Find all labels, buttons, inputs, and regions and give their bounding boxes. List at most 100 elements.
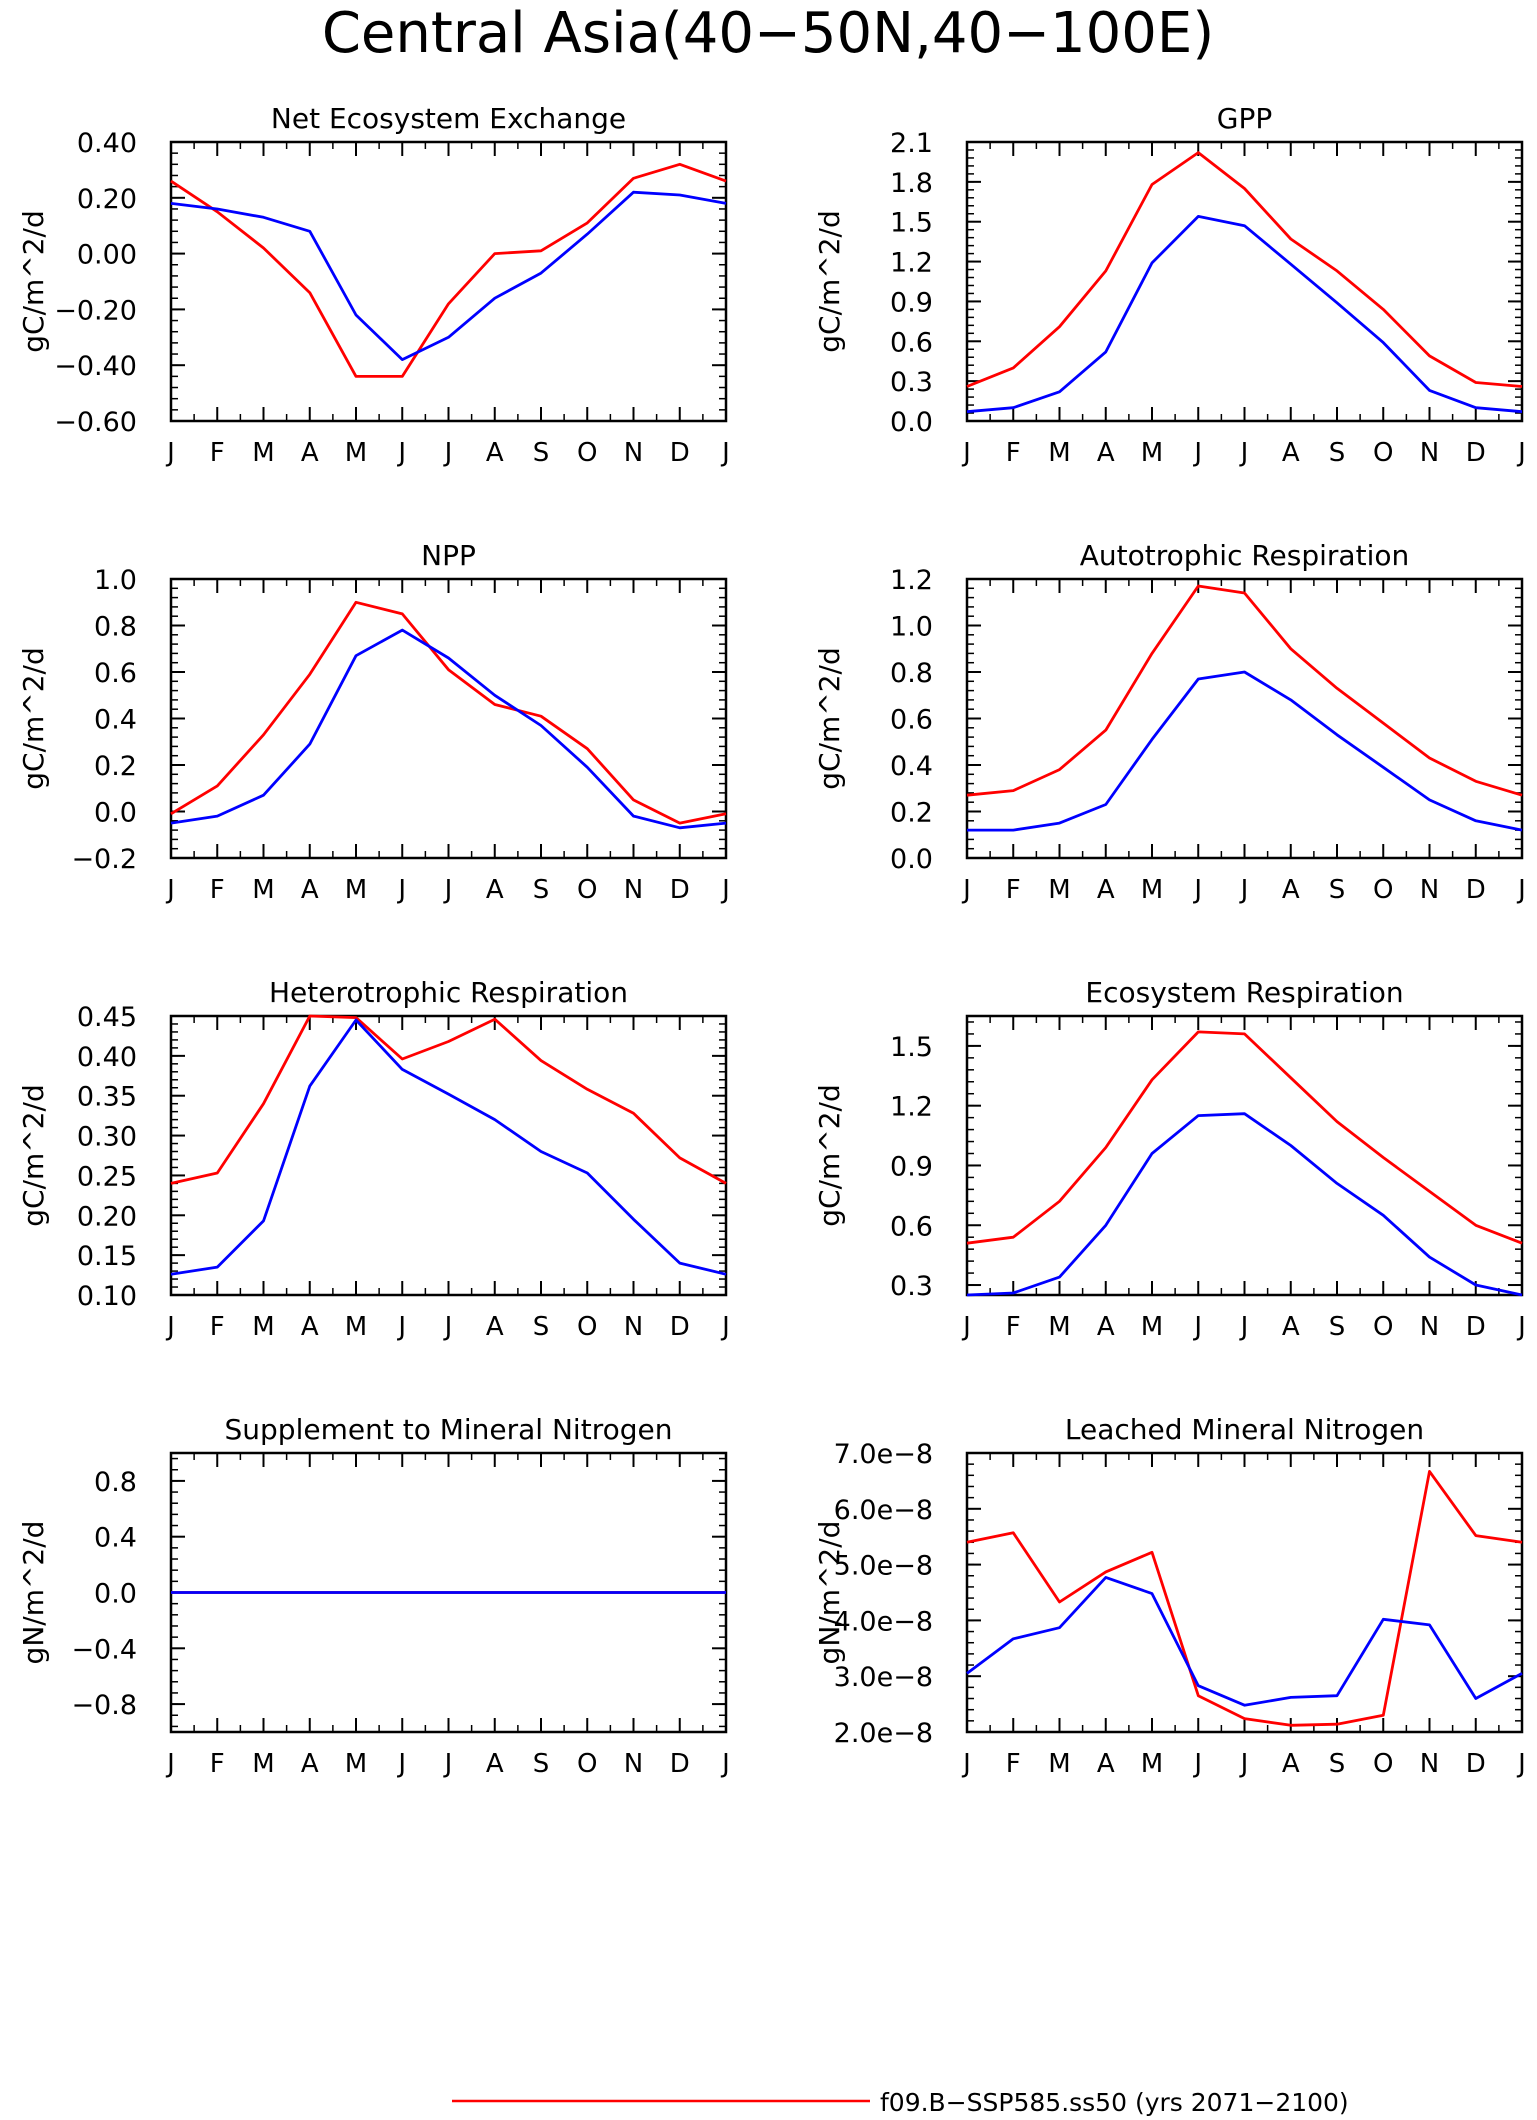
y-tick-label: 0.6 [94, 658, 137, 689]
x-tick-label: J [443, 875, 453, 905]
plot-frame [169, 1014, 728, 1297]
y-tick-label: 1.8 [890, 168, 933, 199]
x-tick-label: M [252, 1749, 274, 1779]
x-tick-label: N [624, 875, 643, 905]
x-tick-label: J [165, 1312, 175, 1342]
x-tick-label: J [720, 1749, 730, 1779]
series-line-blue [966, 1112, 1523, 1297]
y-tick-label: −0.40 [54, 351, 137, 382]
y-tick-label: 0.10 [77, 1281, 137, 1312]
x-tick-label: A [301, 1312, 319, 1342]
x-tick-label: M [1048, 1312, 1070, 1342]
x-tick-label: M [1048, 875, 1070, 905]
x-tick-label: A [1282, 438, 1300, 468]
x-tick-label: M [345, 1312, 367, 1342]
x-tick-label: J [1516, 438, 1526, 468]
x-tick-label: N [1420, 1312, 1439, 1342]
y-axis-label: gN/m^2/d [17, 1521, 50, 1665]
x-tick-label: A [1282, 1312, 1300, 1342]
y-tick-label: 4.0e−8 [834, 1606, 933, 1637]
x-tick-label: O [577, 1312, 597, 1342]
x-tick-label: D [670, 438, 690, 468]
y-tick-label: 0.40 [77, 128, 137, 159]
plot-frame [169, 140, 728, 423]
y-tick-label: 0.20 [77, 184, 137, 215]
x-tick-label: A [301, 1749, 319, 1779]
x-tick-label: M [345, 1749, 367, 1779]
plot-frame [965, 577, 1524, 860]
y-tick-label: 7.0e−8 [834, 1439, 933, 1470]
y-tick-label: 0.8 [94, 1467, 137, 1498]
x-tick-label: S [533, 1312, 550, 1342]
panel-title: GPP [1217, 102, 1272, 135]
y-axis-label: gC/m^2/d [813, 210, 846, 353]
x-tick-label: A [301, 875, 319, 905]
x-tick-label: F [210, 1312, 225, 1342]
x-tick-label: D [670, 1312, 690, 1342]
x-tick-label: S [1329, 1312, 1346, 1342]
x-tick-label: O [1373, 875, 1393, 905]
x-tick-label: N [624, 1312, 643, 1342]
x-tick-label: J [165, 438, 175, 468]
x-tick-label: D [1466, 438, 1486, 468]
x-tick-label: J [720, 438, 730, 468]
x-tick-label: O [1373, 1312, 1393, 1342]
y-axis-label: gC/m^2/d [17, 647, 50, 790]
series-line-blue [967, 670, 1523, 832]
series-line-red [966, 584, 1523, 797]
x-tick-label: J [1516, 875, 1526, 905]
y-tick-label: 1.2 [890, 1092, 933, 1123]
series-line-blue [170, 1018, 727, 1276]
x-tick-label: J [961, 438, 971, 468]
y-tick-label: −0.20 [54, 295, 137, 326]
x-tick-label: S [1329, 438, 1346, 468]
x-tick-label: A [486, 1312, 504, 1342]
y-tick-label: 1.2 [890, 565, 933, 596]
x-tick-label: N [1420, 438, 1439, 468]
legend: f09.B−SSP585.ss50 (yrs 2071−2100) [452, 2088, 1349, 2117]
y-tick-label: 0.4 [94, 1523, 137, 1554]
series-line-red [966, 1030, 1523, 1245]
x-tick-label: F [210, 875, 225, 905]
y-tick-label: −0.8 [71, 1690, 137, 1721]
panel-title: Leached Mineral Nitrogen [1065, 1413, 1424, 1446]
y-tick-label: 0.4 [94, 705, 137, 736]
y-axis-label: gN/m^2/d [813, 1521, 846, 1665]
y-tick-label: 0.9 [890, 1151, 933, 1182]
series-line-blue [966, 214, 1523, 414]
x-tick-label: D [670, 1749, 690, 1779]
y-axis-label: gC/m^2/d [17, 1084, 50, 1227]
x-tick-label: J [1239, 438, 1249, 468]
x-tick-label: J [396, 875, 406, 905]
x-tick-label: A [1282, 1749, 1300, 1779]
x-tick-label: F [210, 1749, 225, 1779]
y-tick-label: 0.0 [890, 844, 933, 875]
series-line-red [170, 1014, 727, 1185]
x-tick-label: M [252, 438, 274, 468]
x-tick-label: J [396, 1312, 406, 1342]
x-tick-label: N [624, 438, 643, 468]
y-tick-label: 0.00 [77, 240, 137, 271]
x-tick-label: J [720, 1312, 730, 1342]
y-tick-label: −0.60 [54, 407, 137, 438]
x-tick-label: J [1516, 1749, 1526, 1779]
y-tick-label: 0.45 [77, 1002, 137, 1033]
x-tick-label: J [396, 1749, 406, 1779]
x-tick-label: J [961, 1749, 971, 1779]
series-line-blue [170, 628, 727, 830]
y-tick-label: 6.0e−8 [834, 1495, 933, 1526]
plot-frame [965, 1014, 1524, 1297]
y-tick-label: 0.25 [77, 1161, 137, 1192]
y-tick-label: 0.0 [94, 798, 137, 829]
series-line-blue [966, 1576, 1523, 1707]
y-tick-label: 0.35 [77, 1082, 137, 1113]
series-line-red [966, 1470, 1523, 1727]
x-tick-label: M [252, 1312, 274, 1342]
y-tick-label: 0.20 [77, 1201, 137, 1232]
x-tick-label: J [1192, 438, 1202, 468]
x-tick-label: J [1192, 1749, 1202, 1779]
